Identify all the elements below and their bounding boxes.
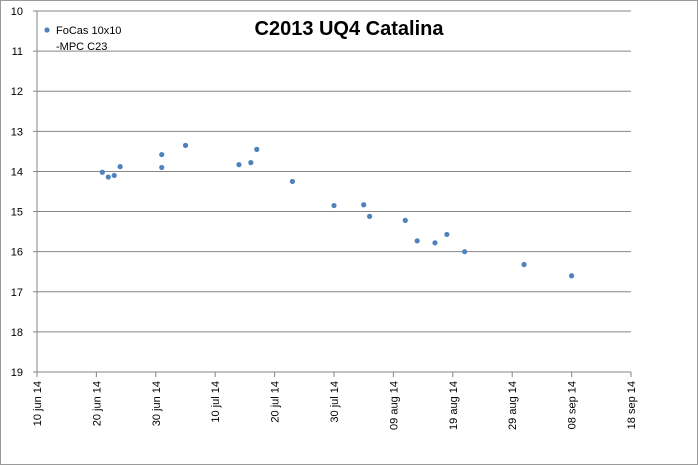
data-point-0-2	[111, 172, 117, 179]
x-tick-label-2: 30 jun 14	[151, 381, 163, 426]
data-point-0-8	[248, 160, 254, 166]
data-point-0-19	[521, 261, 527, 268]
data-point-0-17	[444, 231, 450, 238]
data-point-0-6	[182, 142, 189, 148]
data-point-0-9	[254, 146, 260, 152]
x-tick-label-5: 30 jul 14	[329, 381, 341, 423]
data-point-0-5	[159, 151, 165, 158]
legend: FoCas 10x10 -MPC C23	[44, 25, 121, 53]
x-tick-label-6: 09 aug 14	[388, 381, 400, 430]
y-tick-label-16: 16	[11, 247, 23, 259]
x-tick-label-9: 08 sep 14	[567, 381, 579, 429]
y-tick-label-11: 11	[12, 46, 23, 58]
gridlines	[37, 10, 631, 333]
data-point-0-13	[367, 213, 373, 219]
legend-marker	[44, 27, 50, 33]
y-axis-ticks: 10 11 12 13 14 15 16 17 18 19	[11, 6, 37, 379]
y-tick-label-10: 10	[11, 6, 23, 18]
axes	[36, 11, 631, 373]
x-axis-ticks: 10 jun 14 20 jun 14 30 jun 14 10 jul 14 20 j…	[32, 372, 638, 430]
x-tick-label-4: 20 jul 14	[270, 381, 282, 423]
data-points	[99, 142, 575, 279]
x-tick-label-3: 10 jul 14	[210, 381, 222, 423]
data-point-0-12	[361, 202, 367, 208]
x-tick-label-7: 19 aug 14	[448, 381, 460, 430]
data-point-0-18	[462, 249, 468, 255]
data-point-0-14	[402, 217, 408, 223]
data-point-0-1	[105, 174, 111, 180]
data-point-0-0	[99, 169, 105, 175]
x-tick-label-0: 10 jun 14	[32, 381, 44, 426]
y-tick-label-18: 18	[11, 327, 23, 339]
data-point-0-7	[236, 162, 242, 168]
y-tick-label-19: 19	[11, 367, 23, 379]
legend-entry-1: FoCas 10x10	[56, 25, 121, 37]
data-point-0-4	[159, 164, 165, 171]
chart-title: C2013 UQ4 Catalina	[255, 18, 445, 40]
data-point-0-11	[331, 202, 337, 209]
y-tick-label-15: 15	[11, 207, 23, 219]
y-tick-label-17: 17	[11, 287, 23, 299]
y-tick-label-12: 12	[11, 86, 23, 98]
data-point-0-16	[432, 240, 438, 246]
x-tick-label-10: 18 sep 14	[626, 381, 638, 429]
data-point-0-3	[117, 164, 123, 170]
data-point-0-10	[289, 178, 296, 185]
x-tick-label-8: 29 aug 14	[507, 381, 519, 430]
data-point-0-20	[569, 273, 575, 279]
y-tick-label-13: 13	[11, 126, 23, 138]
x-tick-label-1: 20 jun 14	[91, 381, 103, 426]
data-point-0-15	[414, 238, 420, 244]
legend-entry-2: -MPC C23	[56, 41, 107, 53]
y-tick-label-14: 14	[11, 166, 23, 178]
